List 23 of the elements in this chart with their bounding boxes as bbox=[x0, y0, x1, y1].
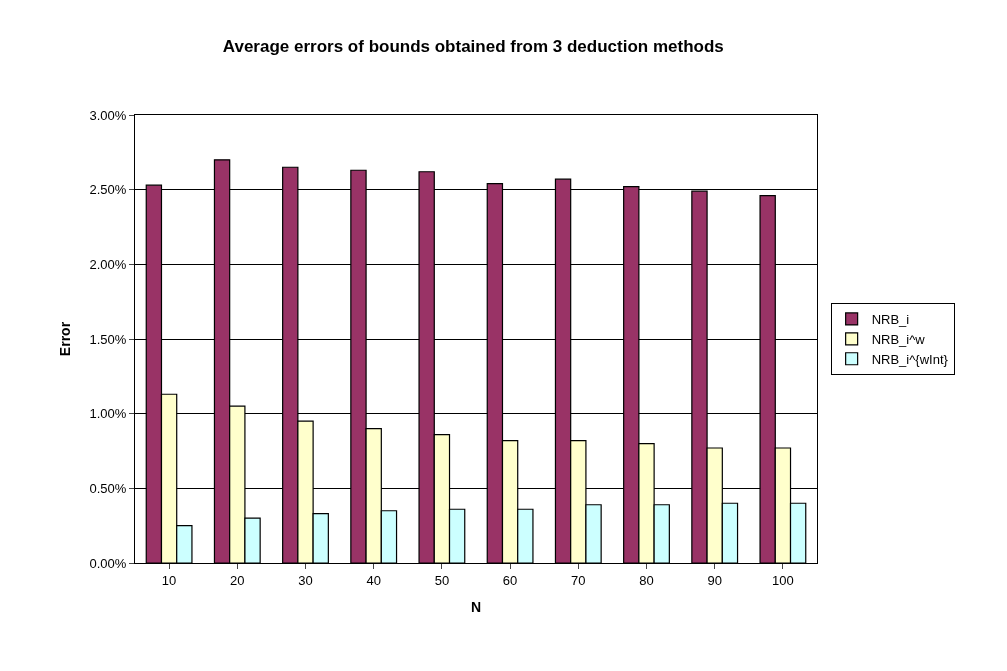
x-tick-label: 100 bbox=[772, 572, 794, 588]
legend-label: NRB_i bbox=[871, 312, 910, 328]
y-tick-label: 3.00% bbox=[89, 107, 127, 123]
y-tick-label: 2.00% bbox=[89, 256, 127, 272]
legend-label: NRB_i^w bbox=[871, 331, 926, 347]
x-tick-label: 90 bbox=[707, 572, 722, 588]
x-tick-label: 40 bbox=[366, 572, 381, 588]
chart-title: Average errors of bounds obtained from 3 deduction methods bbox=[222, 37, 724, 57]
y-tick-label: 2.50% bbox=[89, 182, 127, 198]
x-axis-title: N bbox=[470, 598, 482, 615]
x-tick-label: 60 bbox=[502, 572, 518, 588]
x-tick-label: 10 bbox=[161, 572, 177, 588]
y-tick-label: 0.00% bbox=[89, 555, 127, 571]
y-axis-title: Error bbox=[57, 321, 74, 357]
y-tick-label: 1.50% bbox=[89, 331, 127, 347]
y-tick-label: 1.00% bbox=[89, 406, 127, 422]
x-tick-label: 20 bbox=[230, 572, 245, 588]
x-tick-label: 80 bbox=[639, 572, 654, 588]
x-tick-label: 30 bbox=[298, 572, 313, 588]
x-tick-label: 50 bbox=[434, 572, 450, 588]
legend-label: NRB_i^{wInt} bbox=[871, 351, 949, 367]
x-tick-label: 70 bbox=[571, 572, 586, 588]
y-tick-label: 0.50% bbox=[89, 480, 127, 496]
